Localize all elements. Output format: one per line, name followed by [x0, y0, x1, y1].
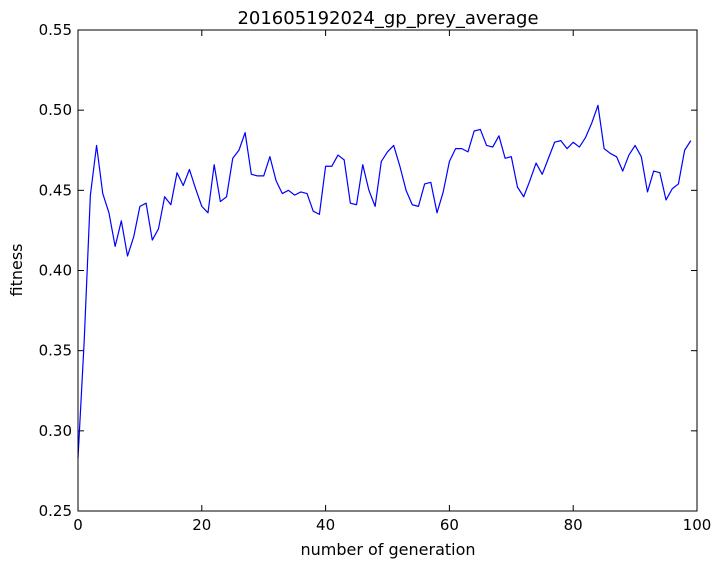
y-tick-label: 0.50	[39, 101, 72, 119]
x-tick-label: 100	[683, 516, 712, 534]
y-tick-label: 0.55	[39, 21, 72, 39]
axis-ticks: 0 20 40 60 80 100 0.25 0.30 0.35 0.40 0.45 0.50 0.55	[39, 21, 712, 534]
y-tick-label: 0.35	[39, 342, 72, 360]
y-tick-label: 0.45	[39, 181, 72, 199]
y-tick-label: 0.40	[39, 262, 72, 280]
series-layer	[77, 104, 692, 459]
y-tick-label: 0.30	[39, 422, 72, 440]
x-tick-label: 40	[316, 516, 335, 534]
y-tick-label: 0.25	[39, 502, 72, 520]
y-axis-label: fitness	[7, 243, 26, 296]
x-tick-label: 20	[192, 516, 211, 534]
chart-title: 201605192024_gp_prey_average	[237, 8, 538, 29]
x-tick-label: 60	[440, 516, 459, 534]
x-tick-label: 80	[564, 516, 583, 534]
x-axis-label: number of generation	[300, 540, 475, 559]
x-tick-label: 0	[73, 516, 83, 534]
series-line-0	[77, 104, 692, 459]
plot-frame	[77, 29, 698, 512]
